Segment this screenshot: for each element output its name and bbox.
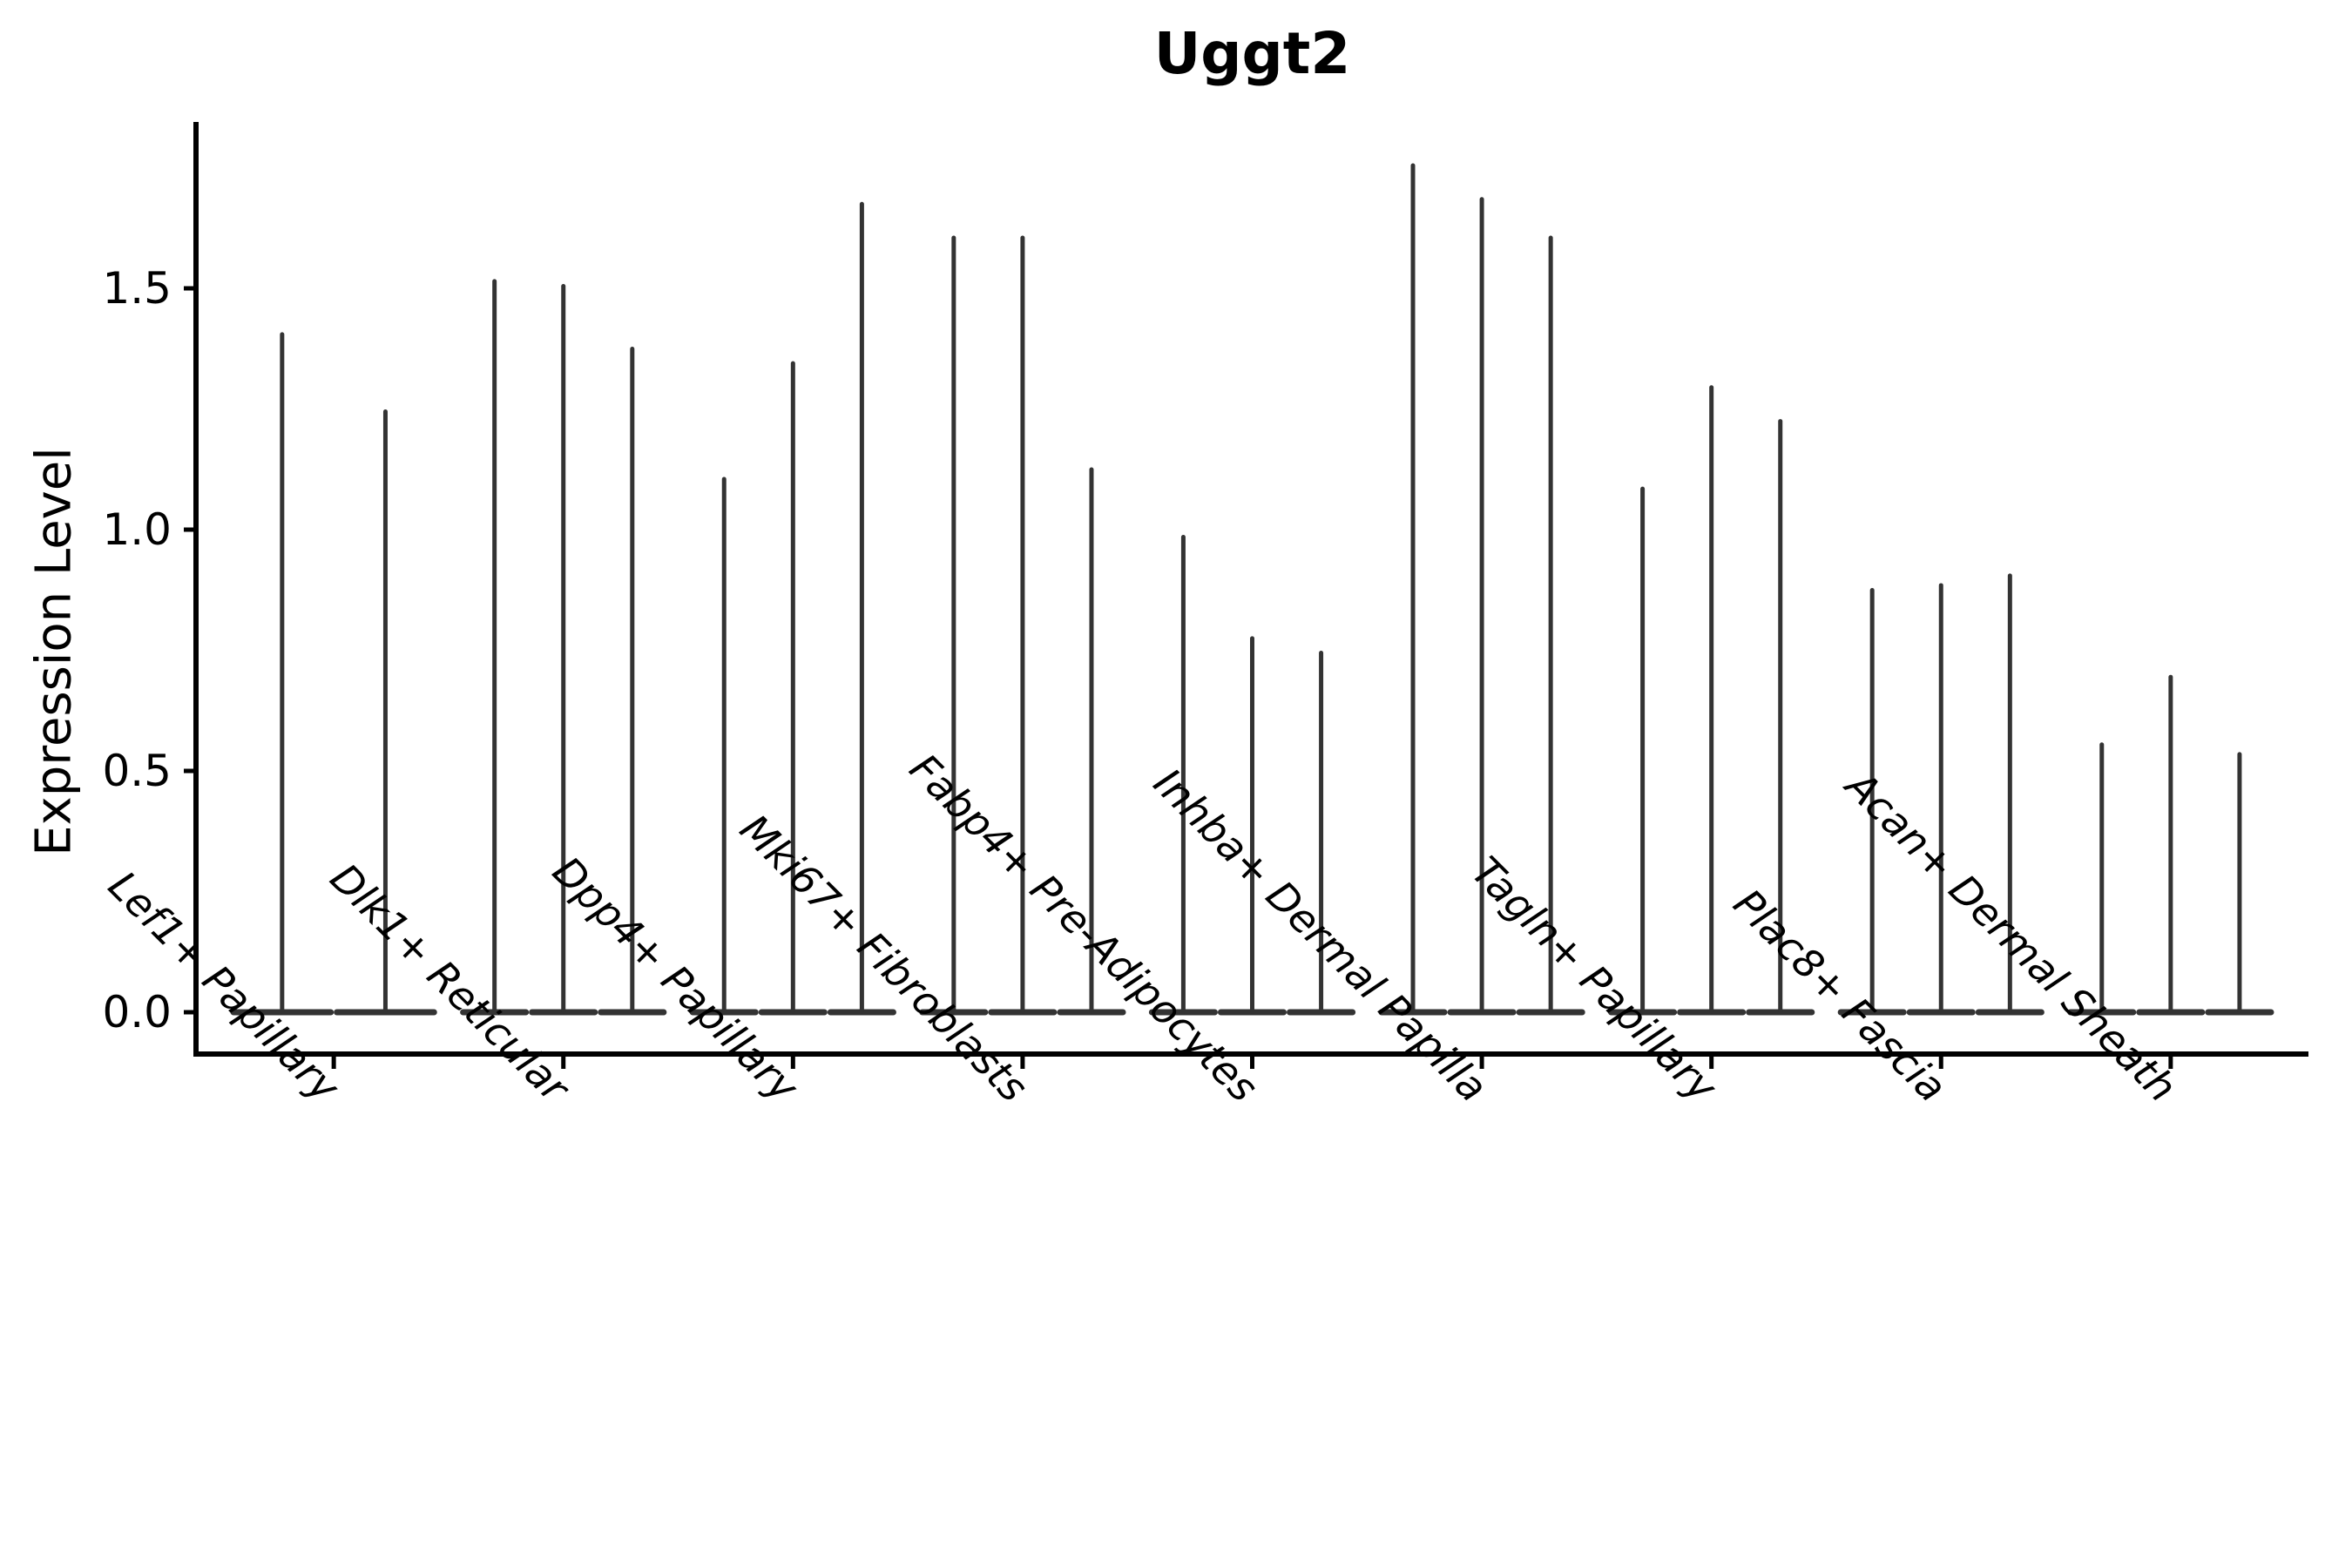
y-tick-label: 0.5 [102,746,172,796]
y-tick-label: 0.0 [102,987,172,1037]
y-tick-label: 1.0 [102,504,172,555]
chart-title: Uggt2 [1153,20,1351,87]
y-tick-label: 1.5 [102,263,172,314]
violin-shapes [230,163,2274,1016]
